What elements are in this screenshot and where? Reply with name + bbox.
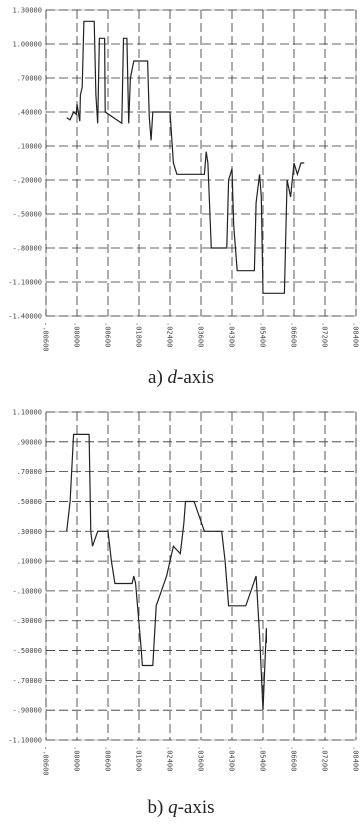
x-tick-label: .03600 [197, 746, 205, 771]
x-tick-label: .07200 [321, 322, 329, 347]
y-tick-label: -1.10000 [8, 737, 42, 745]
y-tick-label: .70000 [17, 75, 42, 83]
x-tick-label: .01800 [135, 322, 143, 347]
x-tick-label: .02400 [166, 746, 174, 771]
caption-d-var: d [167, 367, 178, 388]
x-tick-label: -.00600 [42, 746, 50, 776]
chart-q-svg: 1.10000 .90000 .70000 .50000 .30000 .10000 -.1… [8, 409, 360, 776]
x-tick-label: .00600 [104, 746, 112, 771]
y-tick-label: -.50000 [12, 211, 42, 219]
series-line [66, 433, 267, 711]
chart-q-axis: 1.10000 .90000 .70000 .50000 .30000 .10000 -.1… [0, 404, 362, 834]
y-tick-label: .70000 [17, 468, 42, 476]
caption-q-var: q [168, 797, 178, 818]
y-tick-label: -1.10000 [8, 279, 42, 287]
y-tick-label: .90000 [17, 438, 42, 446]
x-tick-label: .06600 [290, 746, 298, 771]
x-tick-label: .00000 [73, 322, 81, 347]
y-tick-label: -1.40000 [8, 313, 42, 321]
y-tick-label: .30000 [17, 528, 42, 536]
x-tick-label: .08400 [352, 322, 360, 347]
x-tick-label: .02400 [166, 322, 174, 347]
x-tick-label: .00000 [73, 746, 81, 771]
caption-q-prefix: b) [147, 797, 169, 818]
caption-d-suffix: -axis [177, 367, 214, 388]
y-tick-label: -.90000 [12, 707, 42, 715]
y-tick-label: .50000 [17, 498, 42, 506]
x-tick-label: .06600 [290, 322, 298, 347]
x-tick-label: .03600 [197, 322, 205, 347]
chart-d-axis: 1.30000 1.00000 .70000 .40000 .10000 -.20000 -… [0, 0, 362, 404]
y-tick-label: 1.10000 [12, 409, 42, 417]
y-tick-label: .10000 [17, 143, 42, 151]
x-tick-label: .05400 [259, 746, 267, 771]
x-tick-label: .05400 [259, 322, 267, 347]
x-tick-label: .00600 [104, 322, 112, 347]
caption-d-prefix: a) [148, 367, 168, 388]
caption-d-axis: a) d-axis [0, 367, 362, 389]
x-tick-label: -.00600 [42, 322, 50, 352]
caption-q-axis: b) q-axis [0, 797, 362, 819]
y-tick-label: -.30000 [12, 617, 42, 625]
y-tick-label: 1.30000 [12, 7, 42, 15]
y-tick-label: -.20000 [12, 177, 42, 185]
y-tick-label: -.10000 [12, 587, 42, 595]
x-tick-label: .08400 [352, 746, 360, 771]
x-tick-label: .04300 [228, 322, 236, 347]
caption-q-suffix: -axis [177, 797, 215, 818]
x-tick-label: .07200 [321, 746, 329, 771]
y-tick-label: .10000 [17, 558, 42, 566]
chart-d-svg: 1.30000 1.00000 .70000 .40000 .10000 -.20000 -… [8, 7, 360, 352]
y-tick-label: -.50000 [12, 647, 42, 655]
x-tick-label: .04300 [228, 746, 236, 771]
y-tick-label: 1.00000 [12, 41, 42, 49]
y-tick-label: .40000 [17, 109, 42, 117]
y-tick-label: -.80000 [12, 245, 42, 253]
y-tick-label: -.70000 [12, 677, 42, 685]
series-line [66, 20, 305, 294]
x-tick-label: .01800 [135, 746, 143, 771]
